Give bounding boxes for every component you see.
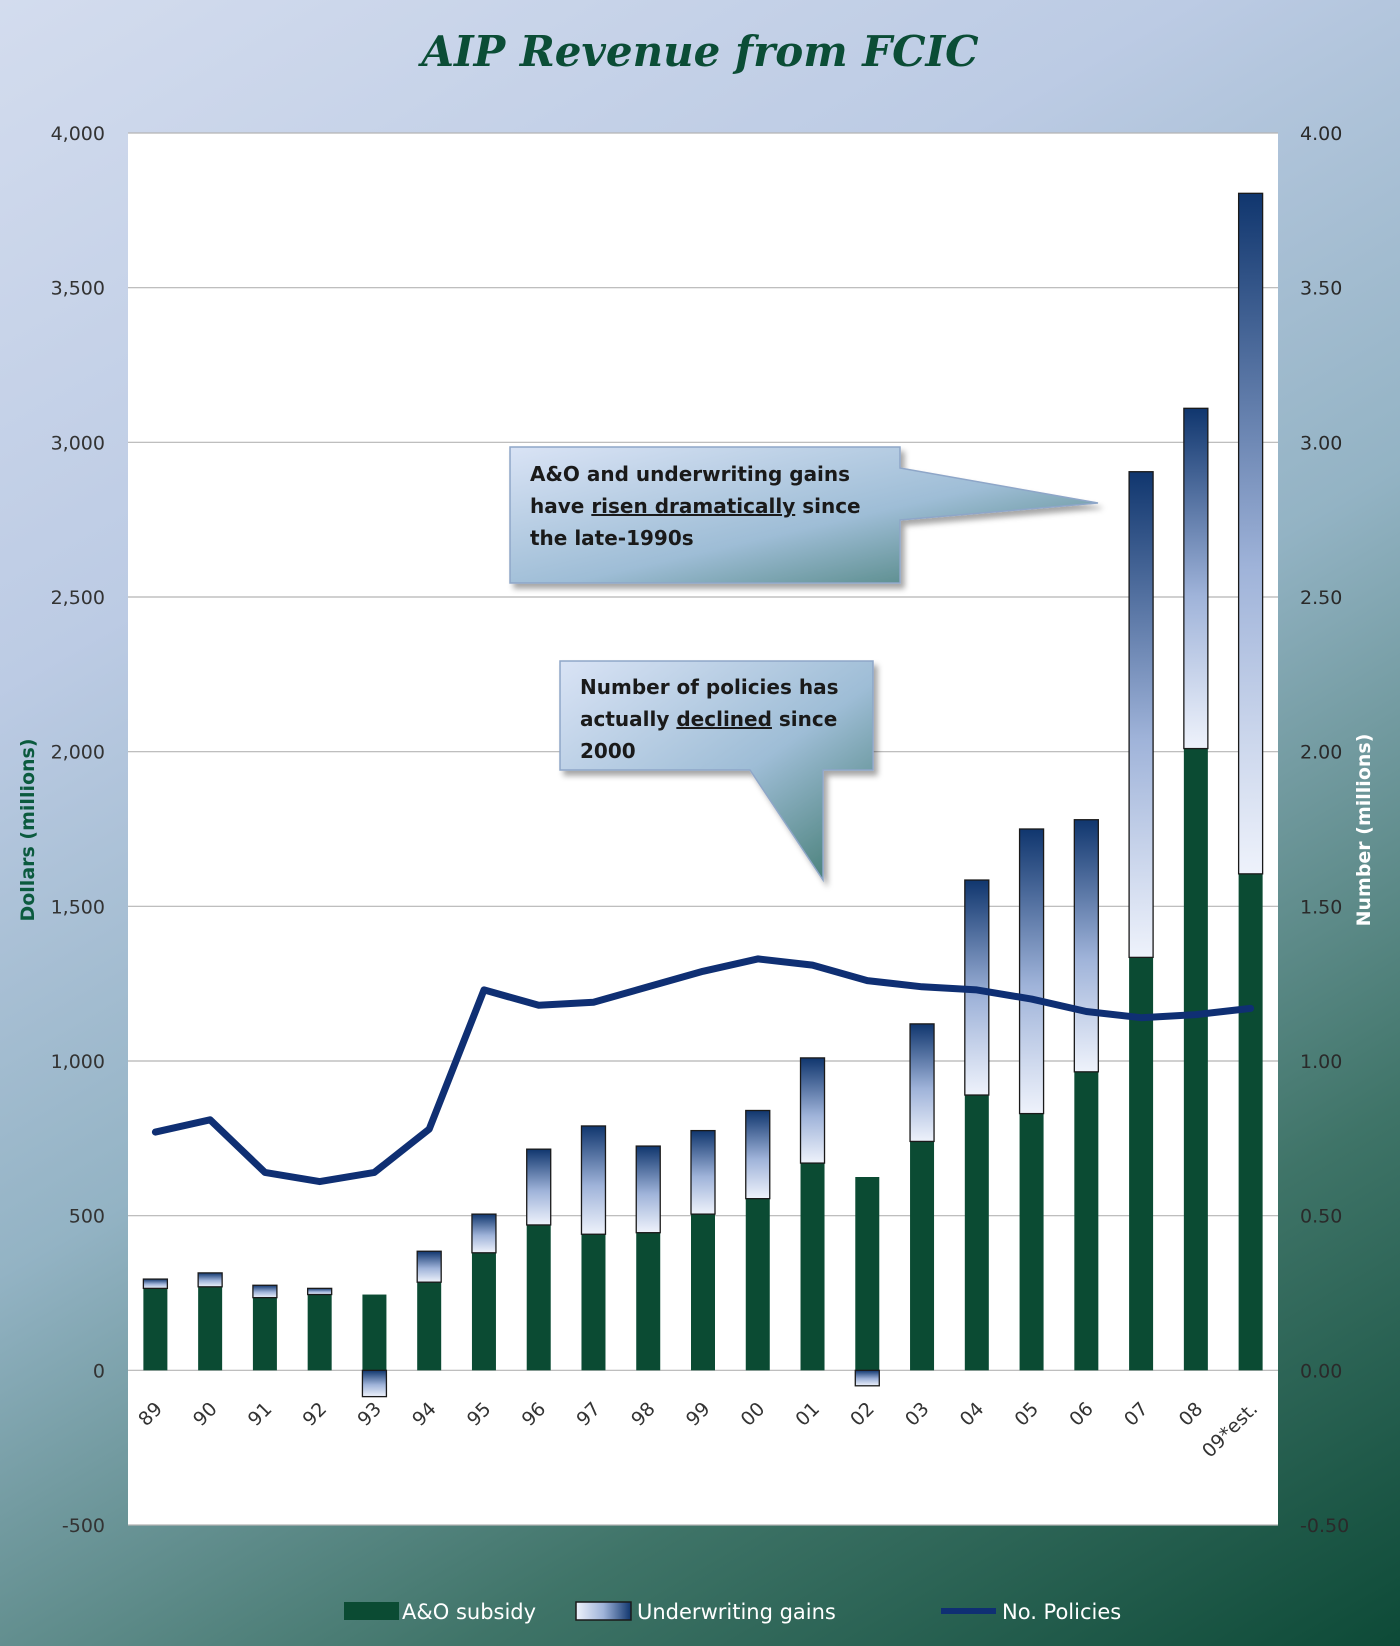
bar-ao-subsidy bbox=[581, 1234, 606, 1371]
bar-ao-subsidy bbox=[1074, 1071, 1099, 1371]
bar-underwriting-gains bbox=[307, 1287, 333, 1296]
bar-underwriting-gains bbox=[635, 1145, 661, 1234]
bar-ao-subsidy bbox=[1238, 873, 1263, 1371]
left-tick-label: 1,500 bbox=[51, 896, 105, 918]
legend-label-underwriting-gains: Underwriting gains bbox=[637, 1600, 836, 1624]
bar-underwriting-gains bbox=[1128, 471, 1154, 959]
right-tick-label: 1.00 bbox=[1300, 1051, 1342, 1073]
bar-ao-subsidy bbox=[362, 1294, 387, 1371]
bar-underwriting-gains bbox=[1073, 819, 1099, 1073]
bar-underwriting-gains bbox=[197, 1272, 223, 1288]
bar-ao-subsidy bbox=[526, 1224, 551, 1371]
legend: A&O subsidy Underwriting gains No. Polic… bbox=[344, 1600, 1121, 1624]
bar-ao-subsidy bbox=[745, 1198, 770, 1371]
left-tick-label: -500 bbox=[62, 1515, 105, 1537]
right-axis-tick-labels: 4.00 3.50 3.00 2.50 2.00 1.50 1.00 0.50 0.00 -0.5… bbox=[1300, 123, 1349, 1537]
bar-ao-subsidy bbox=[855, 1177, 880, 1371]
legend-label-policies: No. Policies bbox=[1002, 1600, 1121, 1624]
right-tick-label: 4.00 bbox=[1300, 123, 1342, 145]
bar-underwriting-gains bbox=[252, 1284, 278, 1299]
left-tick-label: 3,000 bbox=[51, 432, 105, 454]
bar-ao-subsidy bbox=[1183, 748, 1208, 1371]
bar-ao-subsidy bbox=[800, 1163, 825, 1371]
bar-underwriting-gains bbox=[526, 1148, 552, 1226]
bar-ao-subsidy bbox=[1129, 957, 1154, 1371]
right-axis-title: Number (millions) bbox=[1353, 734, 1375, 927]
legend-swatch-underwriting-gains bbox=[575, 1601, 632, 1621]
bar-ao-subsidy bbox=[252, 1297, 277, 1371]
bar-underwriting-gains bbox=[361, 1369, 388, 1398]
bar-ao-subsidy bbox=[417, 1282, 442, 1371]
callout-risen bbox=[509, 446, 1099, 584]
right-tick-label: 2.50 bbox=[1300, 587, 1342, 609]
callout-declined-shape bbox=[559, 660, 874, 883]
left-tick-label: 4,000 bbox=[51, 123, 105, 145]
callout-line: the late-1990s bbox=[530, 526, 694, 550]
left-axis-title: Dollars (millions) bbox=[17, 738, 39, 921]
bar-underwriting-gains bbox=[1183, 407, 1209, 750]
bar-ao-subsidy bbox=[1019, 1113, 1044, 1371]
callout-risen-text: A&O and underwriting gains have risen dra… bbox=[530, 462, 861, 550]
bar-underwriting-gains bbox=[854, 1369, 880, 1387]
bar-underwriting-gains bbox=[1018, 828, 1045, 1115]
bar-ao-subsidy bbox=[636, 1232, 661, 1371]
chart-title: AIP Revenue from FCIC bbox=[417, 27, 979, 76]
left-tick-label: 1,000 bbox=[51, 1051, 105, 1073]
bar-underwriting-gains bbox=[142, 1278, 169, 1290]
right-tick-label: 2.00 bbox=[1300, 742, 1342, 764]
callout-line: Number of policies has bbox=[580, 675, 838, 699]
bar-ao-subsidy bbox=[910, 1141, 935, 1371]
bar-underwriting-gains bbox=[471, 1213, 497, 1254]
callout-line: A&O and underwriting gains bbox=[530, 462, 850, 486]
bar-ao-subsidy bbox=[691, 1214, 715, 1371]
left-tick-label: 500 bbox=[69, 1206, 105, 1228]
right-tick-label: 3.50 bbox=[1300, 278, 1342, 300]
policies-line bbox=[151, 955, 1255, 1186]
bar-underwriting-gains bbox=[745, 1109, 771, 1200]
left-tick-label: 2,000 bbox=[51, 742, 105, 764]
bar-underwriting-gains bbox=[690, 1129, 716, 1215]
bars bbox=[142, 192, 1264, 1398]
right-tick-label: 0.50 bbox=[1300, 1206, 1342, 1228]
legend-label-ao-subsidy: A&O subsidy bbox=[402, 1600, 536, 1624]
bar-underwriting-gains bbox=[799, 1057, 826, 1164]
bar-underwriting-gains bbox=[580, 1125, 607, 1235]
callout-risen-shape bbox=[509, 446, 1099, 584]
right-tick-label: 1.50 bbox=[1300, 896, 1342, 918]
series-line-policies bbox=[151, 955, 1255, 1186]
callout-line: 2000 bbox=[580, 739, 636, 763]
callout-line: actually declined since bbox=[580, 707, 837, 731]
bar-ao-subsidy bbox=[471, 1252, 496, 1371]
legend-swatch-ao-subsidy bbox=[344, 1602, 399, 1620]
bar-underwriting-gains bbox=[1237, 192, 1264, 875]
callout-line: have risen dramatically since bbox=[530, 494, 861, 518]
bar-ao-subsidy bbox=[198, 1286, 223, 1371]
right-tick-label: -0.50 bbox=[1300, 1515, 1349, 1537]
right-tick-label: 0.00 bbox=[1300, 1360, 1342, 1382]
callout-declined-text: Number of policies has actually declined … bbox=[580, 675, 838, 763]
bar-underwriting-gains bbox=[416, 1250, 442, 1283]
callout-declined bbox=[559, 660, 874, 883]
left-tick-label: 3,500 bbox=[51, 278, 105, 300]
bar-ao-subsidy bbox=[964, 1095, 989, 1371]
bar-ao-subsidy bbox=[307, 1294, 332, 1371]
bar-ao-subsidy bbox=[143, 1288, 168, 1371]
right-tick-label: 3.00 bbox=[1300, 432, 1342, 454]
left-axis-tick-labels: 4,000 3,500 3,000 2,500 2,000 1,500 1,000 500 0 -… bbox=[51, 123, 105, 1537]
bar-underwriting-gains bbox=[909, 1023, 935, 1143]
left-tick-label: 2,500 bbox=[51, 587, 105, 609]
left-tick-label: 0 bbox=[93, 1360, 105, 1382]
